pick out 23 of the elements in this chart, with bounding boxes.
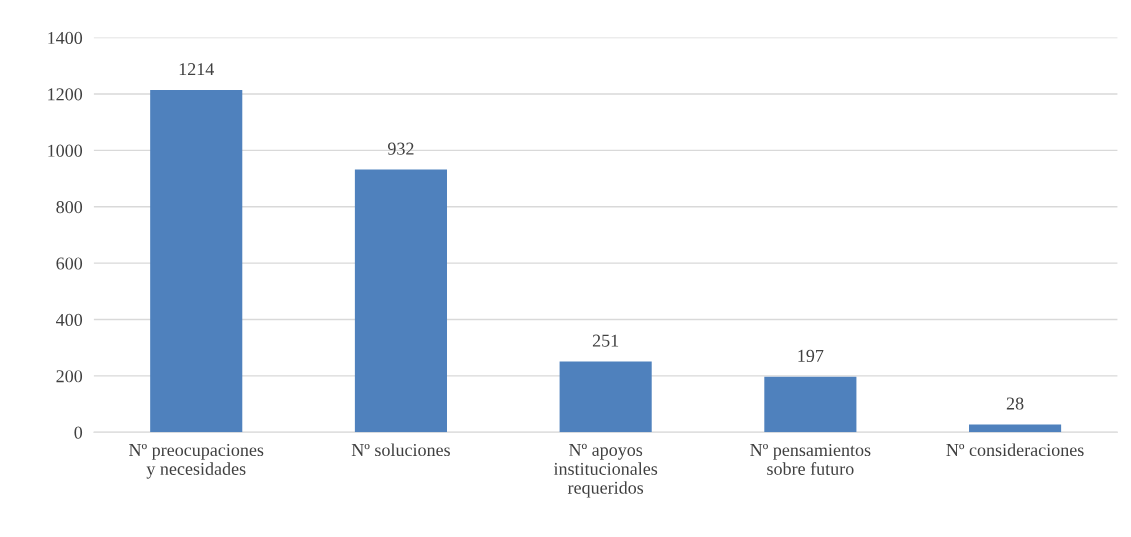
y-tick-label: 1400 [48,31,83,45]
x-tick-label: Nº consideraciones [946,443,1084,457]
y-tick-label: 800 [56,201,83,214]
data-label: 197 [798,349,824,362]
data-label: 251 [592,334,619,347]
data-label: 1214 [179,63,214,76]
x-tick-label: Nº preocupaciones y necesidades [129,443,264,479]
x-tick-label: Nº apoyos institucionales requeridos [553,443,658,498]
data-label: 28 [1006,397,1024,410]
bar [969,424,1062,433]
x-tick-label: Nº pensamientos sobre futuro [750,443,871,475]
y-tick-label: 1000 [48,144,83,157]
y-tick-label: 0 [74,426,83,439]
data-label: 932 [387,142,414,155]
bar [150,90,243,433]
y-tick-label: 1200 [48,88,83,101]
bar [559,361,652,433]
bar [764,376,857,433]
y-tick-label: 400 [56,313,83,326]
bar [354,169,447,433]
x-tick-label: Nº soluciones [351,443,450,457]
y-tick-label: 600 [56,257,83,270]
y-tick-label: 200 [56,370,83,383]
